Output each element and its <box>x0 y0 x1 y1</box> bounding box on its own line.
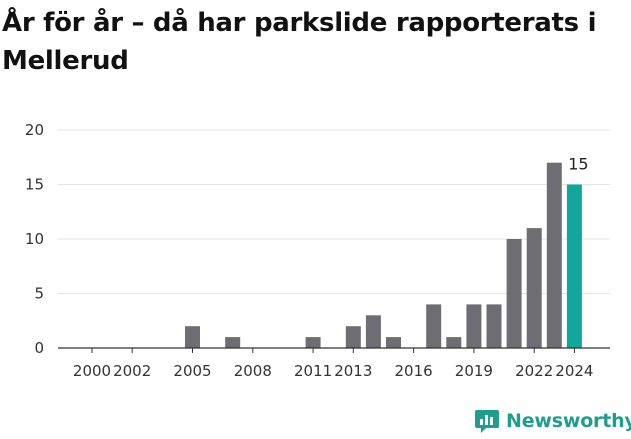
brand-name: Newsworthy <box>506 410 631 432</box>
bar <box>345 326 361 348</box>
newsworthy-logo-icon <box>475 410 499 433</box>
bar <box>185 326 200 348</box>
data-labels: 15 <box>568 155 588 174</box>
newsworthy-logo: Newsworthy <box>474 408 631 434</box>
x-tick-label: 2002 <box>113 362 151 380</box>
x-tick-label: 2011 <box>294 362 332 380</box>
bar <box>386 337 401 348</box>
bar <box>486 304 502 348</box>
x-tick-label: 2019 <box>455 362 493 380</box>
y-tick-label: 20 <box>25 121 44 139</box>
x-tick-label: 2005 <box>173 362 211 380</box>
bar <box>305 337 321 348</box>
bars <box>185 162 582 348</box>
bar <box>506 239 522 348</box>
bar <box>466 304 482 348</box>
data-label: 15 <box>568 155 588 174</box>
x-axis: 2000 2002 2005 2008 2011 2013 2016 2019 2022 2024 <box>58 347 610 380</box>
bar <box>426 304 442 348</box>
x-tick-label: 2008 <box>234 362 272 380</box>
y-tick-label: 15 <box>25 176 44 194</box>
bar <box>546 162 562 348</box>
x-tick-label: 2016 <box>395 362 433 380</box>
chart-title: År för år – då har parkslide rapporterat… <box>2 8 597 76</box>
x-tick-label: 2013 <box>334 362 372 380</box>
bar <box>566 184 582 348</box>
y-tick-label: 0 <box>34 339 44 357</box>
bar <box>526 228 542 348</box>
bar <box>365 315 381 348</box>
y-axis-ticks: 0 5 10 15 20 <box>25 121 44 357</box>
x-tick-label: 2024 <box>555 362 593 380</box>
y-tick-label: 5 <box>34 285 44 303</box>
x-tick-label: 2000 <box>73 362 111 380</box>
bar <box>446 337 462 348</box>
bar <box>225 337 241 348</box>
x-tick-label: 2022 <box>515 362 553 380</box>
y-tick-label: 10 <box>25 230 44 248</box>
